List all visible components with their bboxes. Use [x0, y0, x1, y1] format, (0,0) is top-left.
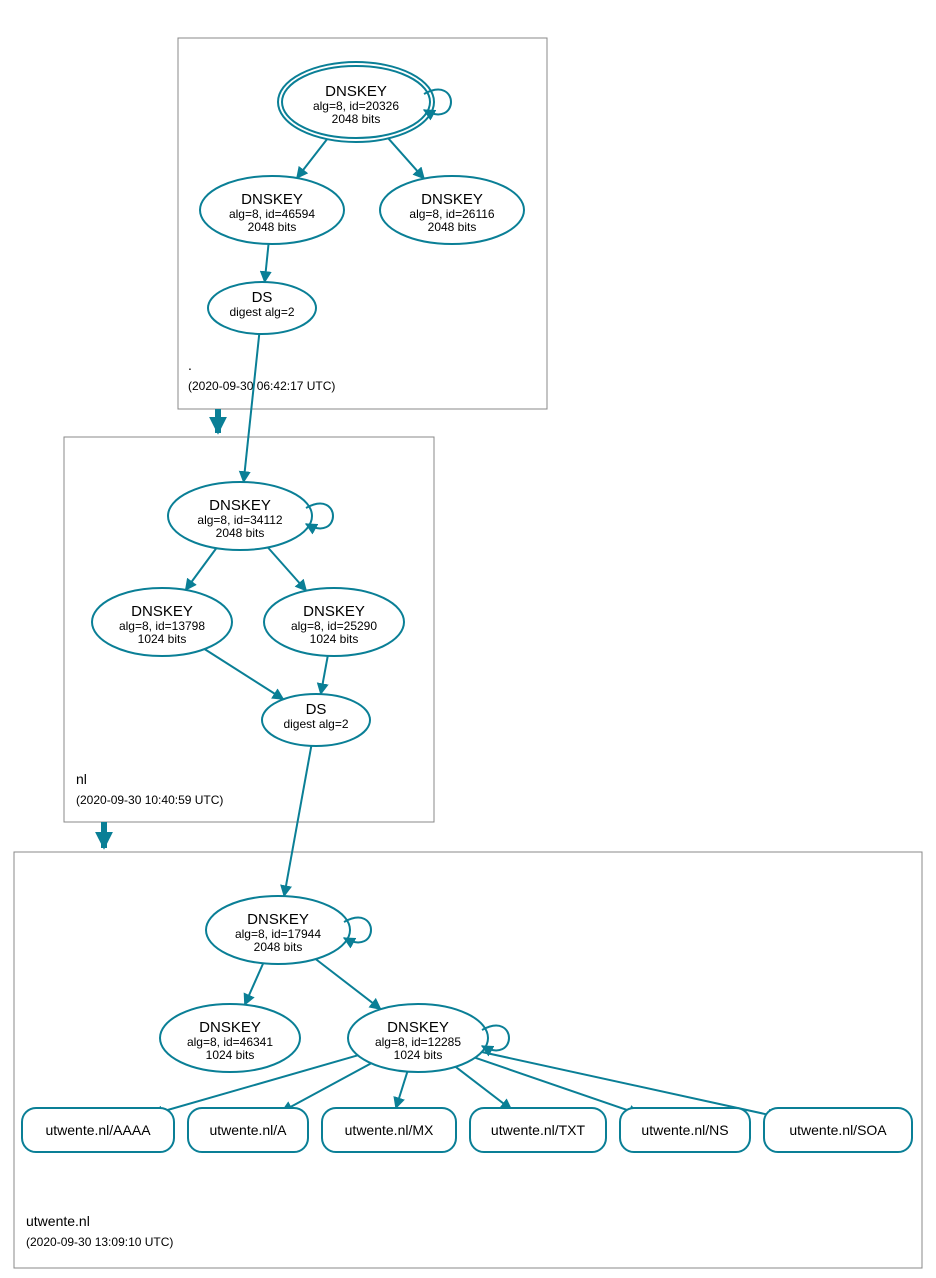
- node-sub1: digest alg=2: [283, 717, 348, 731]
- edge: [265, 244, 269, 282]
- node-nl-ds: DSdigest alg=2: [262, 694, 370, 746]
- node-sub2: 2048 bits: [216, 526, 265, 540]
- node-sub2: 1024 bits: [394, 1048, 443, 1062]
- edge: [385, 135, 424, 179]
- rrset-rr-a: utwente.nl/A: [188, 1108, 308, 1152]
- node-root-ksk: DNSKEYalg=8, id=203262048 bits: [278, 62, 451, 142]
- node-sub1: alg=8, id=46341: [187, 1035, 273, 1049]
- edge: [284, 746, 311, 896]
- rrset-rr-mx: utwente.nl/MX: [322, 1108, 456, 1152]
- rrset-label: utwente.nl/SOA: [789, 1122, 887, 1138]
- node-root-zsk1: DNSKEYalg=8, id=465942048 bits: [200, 176, 344, 244]
- node-sub1: alg=8, id=12285: [375, 1035, 461, 1049]
- node-sub2: 2048 bits: [428, 220, 477, 234]
- rrset-label: utwente.nl/NS: [641, 1122, 728, 1138]
- rrset-label: utwente.nl/MX: [345, 1122, 434, 1138]
- node-title: DNSKEY: [131, 603, 193, 620]
- rrset-rr-soa: utwente.nl/SOA: [764, 1108, 912, 1152]
- rrset-label: utwente.nl/A: [209, 1122, 287, 1138]
- edge: [282, 1063, 372, 1111]
- edge: [297, 136, 330, 178]
- node-nl-zsk2: DNSKEYalg=8, id=252901024 bits: [264, 588, 404, 656]
- rrset-rr-txt: utwente.nl/TXT: [470, 1108, 606, 1152]
- zone-timestamp-utwente: (2020-09-30 13:09:10 UTC): [26, 1235, 173, 1249]
- node-title: DNSKEY: [421, 191, 483, 208]
- node-title: DNSKEY: [209, 497, 271, 514]
- node-sub1: alg=8, id=34112: [197, 513, 283, 527]
- node-sub1: alg=8, id=17944: [235, 927, 321, 941]
- edge: [204, 649, 283, 699]
- edge: [186, 548, 217, 590]
- node-root-zsk2: DNSKEYalg=8, id=261162048 bits: [380, 176, 524, 244]
- node-sub2: 2048 bits: [254, 940, 303, 954]
- edge: [316, 959, 381, 1009]
- zone-label-utwente: utwente.nl: [26, 1213, 90, 1229]
- edge: [268, 547, 306, 590]
- node-title: DNSKEY: [387, 1019, 449, 1036]
- node-ut-ksk: DNSKEYalg=8, id=179442048 bits: [206, 896, 371, 964]
- zone-timestamp-nl: (2020-09-30 10:40:59 UTC): [76, 793, 223, 807]
- node-sub2: 2048 bits: [248, 220, 297, 234]
- edge: [321, 656, 328, 694]
- node-root-ds: DSdigest alg=2: [208, 282, 316, 334]
- node-sub1: alg=8, id=25290: [291, 619, 377, 633]
- node-title: DNSKEY: [325, 83, 387, 100]
- node-sub1: alg=8, id=26116: [409, 207, 495, 221]
- node-sub1: alg=8, id=13798: [119, 619, 205, 633]
- rrset-rr-ns: utwente.nl/NS: [620, 1108, 750, 1152]
- rrset-rr-aaaa: utwente.nl/AAAA: [22, 1108, 174, 1152]
- node-sub2: 1024 bits: [206, 1048, 255, 1062]
- node-sub2: 1024 bits: [310, 632, 359, 646]
- edge: [455, 1067, 511, 1110]
- edge: [475, 1058, 639, 1115]
- node-sub1: alg=8, id=20326: [313, 99, 399, 113]
- node-sub2: 1024 bits: [138, 632, 187, 646]
- node-nl-ksk: DNSKEYalg=8, id=341122048 bits: [168, 482, 333, 550]
- node-ut-zsk1: DNSKEYalg=8, id=463411024 bits: [160, 1004, 300, 1072]
- node-sub2: 2048 bits: [332, 112, 381, 126]
- node-sub1: alg=8, id=46594: [229, 207, 315, 221]
- node-title: DS: [252, 289, 273, 306]
- node-sub1: digest alg=2: [229, 305, 294, 319]
- node-title: DNSKEY: [199, 1019, 261, 1036]
- zone-label-root: .: [188, 357, 192, 373]
- node-title: DNSKEY: [303, 603, 365, 620]
- node-title: DS: [306, 701, 327, 718]
- dnssec-chain-diagram: . (2020-09-30 06:42:17 UTC) nl (2020-09-30 …: [0, 0, 936, 1278]
- node-nl-zsk1: DNSKEYalg=8, id=137981024 bits: [92, 588, 232, 656]
- node-title: DNSKEY: [247, 911, 309, 928]
- rrset-label: utwente.nl/AAAA: [45, 1122, 151, 1138]
- node-title: DNSKEY: [241, 191, 303, 208]
- zone-label-nl: nl: [76, 771, 87, 787]
- rrset-label: utwente.nl/TXT: [491, 1122, 586, 1138]
- edge: [396, 1072, 408, 1109]
- edge: [245, 963, 263, 1004]
- edge: [244, 334, 260, 482]
- zone-timestamp-root: (2020-09-30 06:42:17 UTC): [188, 379, 335, 393]
